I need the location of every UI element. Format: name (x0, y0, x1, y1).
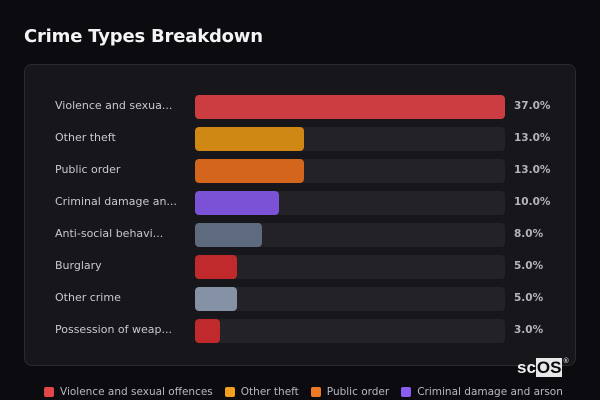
bar-value: 37.0% (514, 100, 551, 112)
legend-item[interactable]: Criminal damage and arson (401, 386, 563, 398)
bar-track (195, 95, 505, 119)
bar-label: Possession of weap... (55, 323, 172, 336)
bar-row[interactable]: Violence and sexua... 37.0% (25, 95, 575, 119)
bar-value: 8.0% (514, 228, 544, 240)
bar-value: 13.0% (514, 132, 551, 144)
legend-swatch-icon (401, 387, 412, 397)
legend-label: Criminal damage and arson (417, 386, 563, 398)
bar-label: Criminal damage an... (55, 195, 177, 208)
bar-value: 5.0% (514, 292, 544, 304)
legend-label: Other theft (240, 386, 299, 398)
bar-fill[interactable] (195, 191, 279, 215)
bar-row[interactable]: Other crime 5.0% (25, 287, 575, 311)
legend-item[interactable]: Public order (310, 386, 390, 398)
page-title: Crime Types Breakdown (24, 26, 263, 47)
legend-swatch-icon (310, 387, 321, 397)
bar-track (195, 319, 505, 343)
bar-row[interactable]: Public order 13.0% (25, 159, 575, 183)
bar-row[interactable]: Other theft 13.0% (25, 127, 575, 151)
bar-track (195, 191, 505, 215)
bar-label: Violence and sexua... (55, 99, 173, 112)
legend-item[interactable]: Violence and sexual offences (44, 386, 213, 398)
bar-row[interactable]: Criminal damage an... 10.0% (25, 191, 575, 215)
bar-fill[interactable] (195, 95, 505, 119)
legend-item[interactable]: Other theft (224, 386, 299, 398)
chart-card: Violence and sexua... 37.0% Other theft 13.… (24, 64, 576, 366)
legend-swatch-icon (224, 387, 235, 397)
legend-label: Violence and sexual offences (60, 386, 213, 398)
bar-value: 10.0% (514, 196, 551, 208)
logo-prefix: sc (517, 358, 536, 377)
bar-fill[interactable] (195, 255, 237, 279)
registered-mark: ® (563, 358, 569, 365)
bar-row[interactable]: Possession of weap... 3.0% (25, 319, 575, 343)
bar-value: 13.0% (514, 164, 551, 176)
legend-swatch-icon (44, 387, 54, 397)
scos-logo: sc OS ® (517, 358, 569, 378)
bar-row[interactable]: Burglary 5.0% (25, 255, 575, 279)
bar-label: Burglary (55, 259, 102, 272)
logo-highlight: OS (535, 358, 563, 377)
bar-fill[interactable] (195, 159, 304, 183)
bar-track (195, 287, 505, 311)
chart-legend: Violence and sexual offences Other theft P… (44, 386, 563, 398)
bar-track (195, 255, 505, 279)
bar-fill[interactable] (195, 287, 237, 311)
bar-fill[interactable] (195, 127, 304, 151)
bar-fill[interactable] (195, 319, 221, 343)
bar-row[interactable]: Anti-social behavi... 8.0% (25, 223, 575, 247)
bar-fill[interactable] (195, 223, 263, 247)
bar-track (195, 127, 505, 151)
bar-track (195, 159, 505, 183)
bar-label: Other theft (55, 131, 116, 144)
bar-label: Anti-social behavi... (55, 227, 164, 240)
legend-label: Public order (326, 386, 390, 398)
bar-value: 5.0% (514, 260, 544, 272)
bar-value: 3.0% (514, 324, 544, 336)
bar-label: Public order (55, 163, 121, 176)
bar-label: Other crime (55, 291, 121, 304)
bar-track (195, 223, 505, 247)
